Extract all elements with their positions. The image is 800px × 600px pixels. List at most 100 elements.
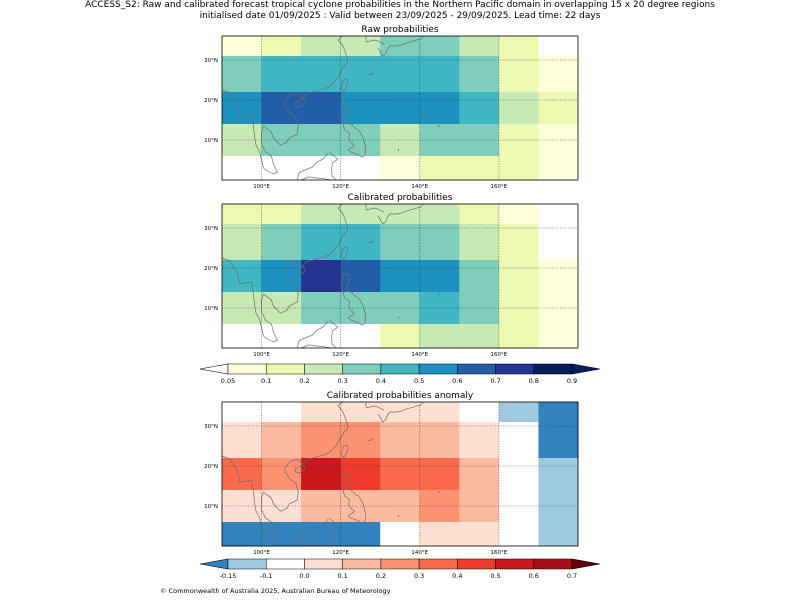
region-cell [419, 292, 460, 325]
lon-tick-label: 100°E [253, 550, 270, 556]
region-cell [380, 490, 421, 523]
colorbar-over-arrow [571, 558, 601, 570]
colorbar-tick-label: 0.6 [452, 377, 462, 385]
region-cell [222, 36, 262, 57]
map-frame-raw [221, 35, 579, 181]
coastline-raw [221, 35, 440, 181]
region-cell [538, 204, 579, 225]
coastline-path [221, 203, 349, 343]
region-cell [261, 458, 302, 491]
colorbar-over-arrow [571, 363, 601, 375]
lon-tick-label: 100°E [253, 184, 270, 190]
gridlines-calibrated [222, 204, 578, 348]
axis-ticks-anomaly: 100°E 120°E 140°E 160°E 30°N 20°N 10°N [204, 424, 508, 556]
coastline-path [340, 273, 366, 326]
region-cell [498, 402, 539, 423]
colorbar-segment [418, 558, 458, 570]
region-cell [459, 422, 500, 459]
region-cell [538, 422, 579, 459]
colorbar-tick-label: 0.4 [376, 377, 386, 385]
coastline-path [367, 438, 374, 442]
region-cell [498, 422, 539, 459]
region-cell [538, 402, 579, 423]
grid-cells-calibrated [222, 204, 579, 349]
region-cell [301, 204, 342, 225]
region-cell [301, 458, 342, 491]
colorbar-tick-label: -0.1 [260, 572, 273, 580]
lon-tick-label: 160°E [491, 352, 508, 358]
region-cell [419, 522, 460, 547]
colorbar-tick-label: 0.9 [567, 377, 577, 385]
coastline-path [328, 151, 339, 181]
region-cell [459, 224, 500, 261]
coastline-path [397, 147, 400, 151]
region-cell [538, 92, 579, 125]
region-cell [538, 324, 579, 349]
coastline-path [367, 72, 374, 76]
region-cell [380, 224, 421, 261]
region-cell [419, 204, 460, 225]
region-cell [222, 56, 262, 93]
region-cell [380, 204, 421, 225]
region-cell [498, 260, 539, 293]
lon-tick-label: 100°E [253, 352, 270, 358]
coastline-calibrated [221, 203, 440, 349]
coastline-path [296, 320, 329, 349]
colorbar-under-arrow [199, 558, 229, 570]
region-cell [222, 324, 262, 349]
region-cell [380, 124, 421, 157]
region-cell [340, 204, 381, 225]
region-cell [419, 92, 460, 125]
coastline-path [221, 401, 349, 541]
colorbar-tick-label: 0.8 [529, 377, 539, 385]
colorbar-segment [265, 558, 305, 570]
region-cell [380, 260, 421, 293]
region-cell [419, 156, 460, 181]
colorbar-probability: 0.05 0.1 0.2 0.3 0.4 0.5 0.6 0.7 0.8 0.9 [199, 363, 601, 385]
region-cell [459, 260, 500, 293]
colorbar-segment [227, 558, 267, 570]
coastline-path [296, 152, 329, 181]
region-cell [380, 156, 421, 181]
region-cell [261, 224, 302, 261]
region-cell [380, 522, 421, 547]
colorbar-tick-label: 0.1 [261, 377, 271, 385]
colorbar-segment [227, 363, 267, 375]
region-cell [222, 522, 262, 547]
region-cell [222, 402, 262, 423]
region-cell [380, 422, 421, 459]
region-cell [498, 458, 539, 491]
coastline-path [377, 203, 424, 225]
region-cell [459, 92, 500, 125]
region-cell [340, 92, 381, 125]
coastline-path [340, 78, 349, 93]
region-cell [261, 92, 302, 125]
colorbar-segment [304, 363, 343, 375]
region-cell [419, 458, 460, 491]
gridlines-anomaly [222, 402, 578, 546]
coastline-path [340, 444, 349, 459]
colorbar-tick-label: 0.5 [414, 377, 424, 385]
colorbar-tick-label: 0.6 [529, 572, 539, 580]
region-cell [538, 156, 579, 181]
colorbar-segment [380, 558, 420, 570]
colorbar-tick-label: 0.3 [414, 572, 424, 580]
panel-title-calibrated: Calibrated probabilities [348, 193, 453, 203]
region-cell [459, 204, 500, 225]
region-cell [380, 458, 421, 491]
colorbar-tick-label: 0.1 [337, 572, 347, 580]
lon-tick-label: 120°E [332, 184, 349, 190]
map-frame-calibrated [221, 203, 579, 349]
colorbar-tick-label: 0.05 [221, 377, 235, 385]
region-cell [498, 36, 539, 57]
coastline-path [365, 401, 384, 411]
region-cell [301, 402, 342, 423]
panel-title-raw: Raw probabilities [361, 25, 439, 35]
coastline-path [296, 518, 329, 547]
coastline-path [328, 319, 339, 349]
grid-cells-anomaly [222, 402, 579, 547]
panel-calibrated: Calibrated probabilities 100°E 120°E 140°E… [204, 193, 579, 358]
lon-tick-label: 140°E [411, 352, 428, 358]
colorbar-segment [495, 558, 535, 570]
colorbar-segment [380, 363, 420, 375]
